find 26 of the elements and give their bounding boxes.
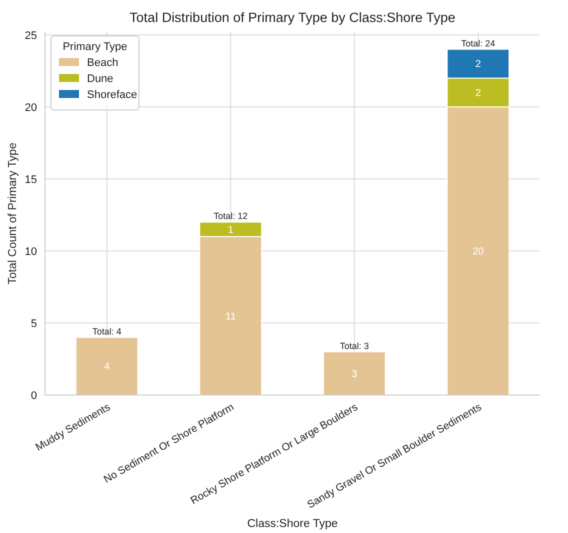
bar bbox=[322, 351, 386, 396]
bar bbox=[75, 336, 138, 396]
y-tick-label: 10 bbox=[24, 246, 37, 258]
chart-title: Total Distribution of Primary Type by Class:Shore Type bbox=[130, 10, 456, 25]
data-label: 4 bbox=[104, 362, 110, 373]
y-tick-label: 25 bbox=[24, 30, 37, 42]
legend-label: Dune bbox=[87, 73, 114, 85]
total-label: Total: 3 bbox=[340, 340, 369, 351]
y-tick-label: 0 bbox=[30, 390, 37, 402]
data-label: 3 bbox=[352, 368, 358, 380]
legend-label: Shoreface bbox=[87, 89, 138, 101]
data-label: 1 bbox=[228, 224, 234, 236]
total-label: Total: 4 bbox=[92, 326, 122, 336]
y-tick-label: 20 bbox=[24, 102, 37, 114]
x-axis-title: Class:Shore Type bbox=[247, 518, 338, 530]
y-tick-label: 5 bbox=[30, 318, 37, 330]
data-label: 2 bbox=[475, 88, 482, 99]
total-label: Total: 24 bbox=[461, 38, 496, 48]
y-axis-title: Total Count of Primary Type bbox=[7, 142, 19, 284]
total-label: Total: 12 bbox=[214, 211, 248, 222]
legend-label: Beach bbox=[87, 57, 118, 69]
data-label: 20 bbox=[472, 246, 484, 258]
legend-title: Primary Type bbox=[62, 41, 128, 53]
data-label: 11 bbox=[225, 311, 236, 322]
data-label: 2 bbox=[475, 59, 482, 70]
y-tick-label: 15 bbox=[24, 174, 37, 186]
